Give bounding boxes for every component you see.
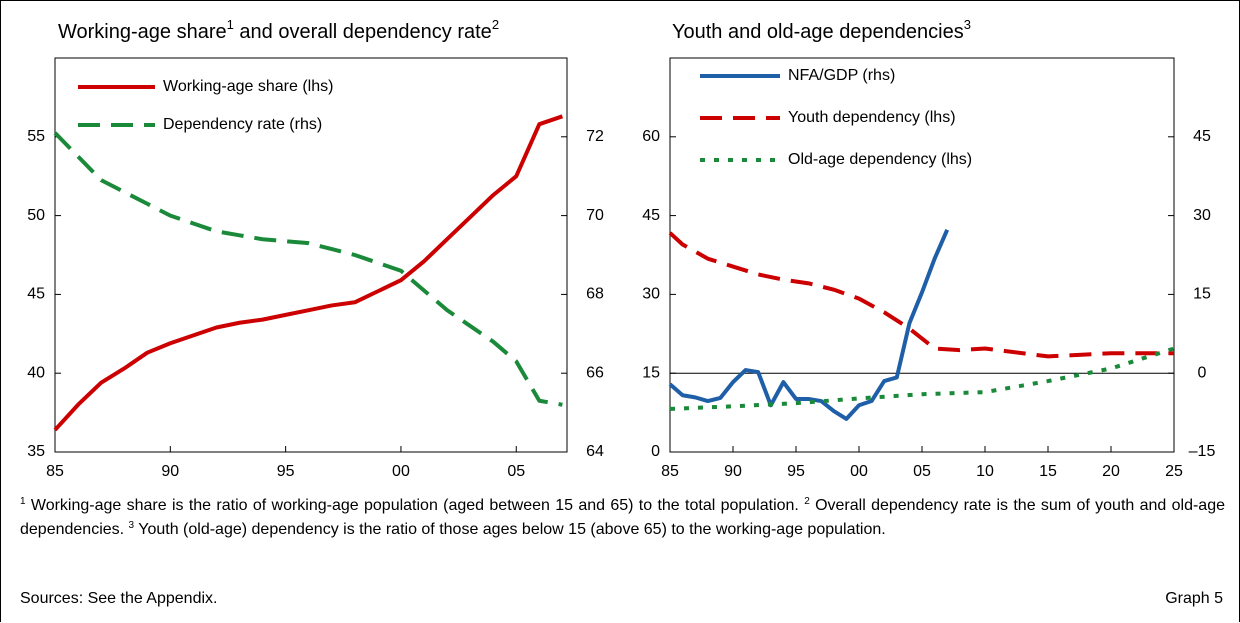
y2-tick-label: 15	[1193, 286, 1211, 303]
y-tick-label: 40	[27, 364, 45, 381]
y2-tick-label: 72	[586, 128, 604, 145]
x-tick-label: 85	[46, 463, 64, 480]
y-tick-label: 35	[27, 443, 45, 460]
y-tick-label: 15	[642, 364, 660, 381]
title-text: Youth and old-age dependencies	[672, 21, 964, 43]
legend-label: Working-age share (lhs)	[163, 78, 333, 95]
chart-title: Youth and old-age dependencies3	[672, 17, 971, 43]
series-line	[53, 114, 564, 432]
footnotes: 1 Working-age share is the ratio of work…	[20, 494, 1225, 542]
x-tick-label: 00	[392, 463, 410, 480]
x-tick-label: 20	[1102, 463, 1120, 480]
title-note-mark: 1	[227, 17, 234, 32]
x-tick-label: 90	[724, 463, 742, 480]
series-line	[53, 131, 563, 407]
x-tick-label: 15	[1039, 463, 1057, 480]
title-note-mark: 3	[964, 17, 971, 32]
x-tick-label: 95	[277, 463, 295, 480]
series-line	[668, 231, 1174, 359]
x-tick-label: 00	[850, 463, 868, 480]
legend-label: Youth dependency (lhs)	[788, 109, 956, 126]
plot-frame	[54, 57, 568, 453]
footnote-text: Youth (old-age) dependency is the ratio …	[134, 521, 886, 538]
y2-tick-label: 45	[1193, 128, 1211, 145]
y-tick-label: 0	[651, 443, 660, 460]
x-tick-label: 10	[976, 463, 994, 480]
y2-tick-label: 0	[1198, 364, 1207, 381]
graph-label: Graph 5	[1165, 590, 1223, 607]
footnote-mark: 2	[804, 496, 810, 507]
series-line	[669, 346, 1175, 411]
title-text: and overall dependency rate	[234, 21, 492, 43]
y2-tick-label: 68	[586, 286, 604, 303]
footnote-mark: 1	[20, 496, 26, 507]
x-tick-label: 85	[661, 463, 679, 480]
y2-tick-label: 64	[586, 443, 604, 460]
y-tick-label: 30	[642, 286, 660, 303]
y-tick-label: 45	[27, 286, 45, 303]
series-line	[668, 228, 950, 421]
y2-tick-label: 66	[586, 364, 604, 381]
x-tick-label: 90	[161, 463, 179, 480]
legend-label: Dependency rate (rhs)	[163, 116, 322, 133]
x-tick-label: 95	[787, 463, 805, 480]
source: Sources: See the Appendix.	[20, 590, 218, 607]
y2-tick-label: 70	[586, 207, 604, 224]
footnote-text: Overall dependency rate is the sum of yo…	[20, 497, 1225, 538]
legend-label: Old-age dependency (lhs)	[788, 151, 972, 168]
chart: Working-age share1 and overall dependenc…	[27, 17, 1216, 480]
y-tick-label: 55	[27, 128, 45, 145]
footnote-text: Working-age share is the ratio of workin…	[25, 497, 805, 514]
y-tick-label: 50	[27, 207, 45, 224]
y-tick-label: 45	[642, 207, 660, 224]
chart-title: Working-age share1 and overall dependenc…	[58, 17, 499, 43]
title-text: Working-age share	[58, 21, 227, 43]
y2-tick-label: 30	[1193, 207, 1211, 224]
y-tick-label: 60	[642, 128, 660, 145]
x-tick-label: 05	[507, 463, 525, 480]
title-note-mark: 2	[492, 17, 499, 32]
legend-label: NFA/GDP (rhs)	[788, 67, 895, 84]
y2-tick-label: –15	[1189, 443, 1216, 460]
x-tick-label: 25	[1165, 463, 1183, 480]
footnote-mark: 3	[128, 520, 135, 531]
x-tick-label: 05	[913, 463, 931, 480]
